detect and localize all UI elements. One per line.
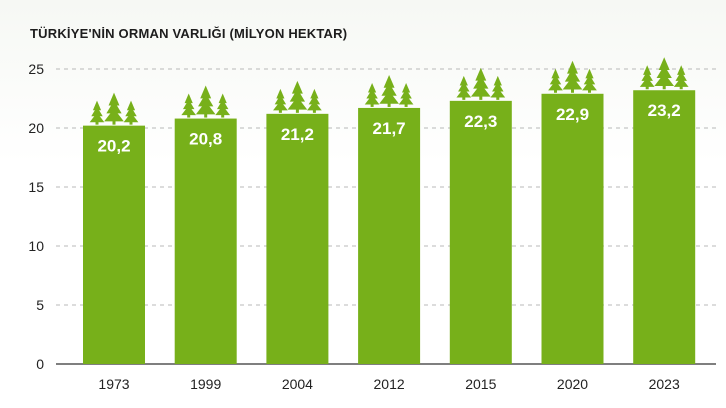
bar-value-label: 22,3 [464, 112, 497, 131]
bar-group: 22,3 [449, 67, 512, 365]
y-tick-label: 25 [28, 61, 44, 77]
tree-icon [470, 67, 491, 100]
y-tick-label: 20 [28, 120, 44, 136]
x-tick-label: 1999 [190, 376, 221, 392]
bar-value-label: 22,9 [556, 105, 589, 124]
tree-icon [195, 85, 216, 118]
tree-icon [548, 68, 563, 93]
x-tick-label: 1973 [98, 376, 129, 392]
tree-icon [273, 88, 288, 113]
y-tick-label: 0 [36, 356, 44, 372]
tree-icon [379, 74, 399, 107]
bar-group: 20,2 [83, 92, 145, 364]
tree-icon [104, 92, 124, 125]
bar-value-label: 20,2 [97, 137, 130, 156]
tree-icon [287, 80, 308, 113]
tree-icon [654, 57, 675, 90]
bar-group: 21,2 [266, 80, 329, 364]
tree-icon [123, 100, 139, 125]
bar [83, 125, 145, 364]
tree-icon [639, 65, 655, 90]
bar-value-label: 21,2 [281, 125, 314, 144]
tree-icon [490, 75, 506, 100]
bar-value-label: 23,2 [648, 101, 681, 120]
x-tick-label: 2012 [374, 376, 405, 392]
bar-value-label: 20,8 [189, 130, 222, 149]
tree-icon [89, 100, 105, 125]
tree-icon [673, 65, 689, 90]
tree-icon [456, 75, 472, 100]
tree-icon [364, 82, 380, 107]
bars: 20,2 20,8 21,2 21,7 22,3 22,9 23,2 [83, 57, 696, 365]
bar-group: 20,8 [174, 85, 237, 364]
bar [449, 100, 512, 365]
tree-icon [307, 88, 322, 113]
bar [633, 90, 696, 365]
bar-value-label: 21,7 [373, 119, 406, 138]
tree-icon [215, 93, 231, 118]
tree-icon [582, 68, 597, 93]
y-tick-label: 15 [28, 179, 44, 195]
bar-group: 22,9 [541, 60, 604, 364]
x-tick-label: 2020 [557, 376, 588, 392]
bar [358, 107, 421, 364]
tree-icon [398, 82, 414, 107]
x-tick-label: 2015 [465, 376, 496, 392]
bar-group: 21,7 [358, 74, 421, 364]
tree-icon [562, 60, 583, 93]
bar [541, 93, 604, 364]
bar [266, 113, 329, 364]
chart-title: TÜRKİYE'NİN ORMAN VARLIĞI (MİLYON HEKTAR… [30, 26, 348, 41]
x-tick-label: 2004 [282, 376, 313, 392]
y-axis-ticks: 0 5 10 15 20 25 [28, 61, 44, 372]
y-tick-label: 10 [28, 238, 44, 254]
y-tick-label: 5 [36, 297, 44, 313]
x-axis-ticks: 1973 1999 2004 2012 2015 2020 2023 [98, 376, 680, 392]
bar [174, 118, 237, 364]
bar-group: 23,2 [633, 57, 696, 365]
tree-icon [181, 93, 197, 118]
x-tick-label: 2023 [649, 376, 680, 392]
